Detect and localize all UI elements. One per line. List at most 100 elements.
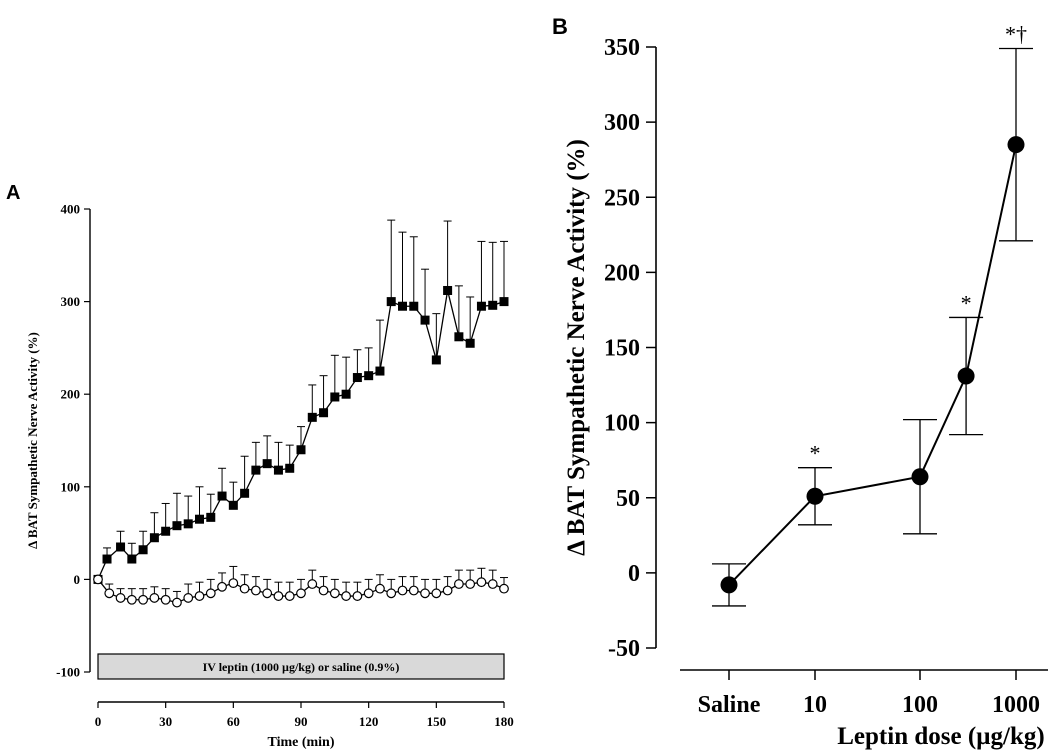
y-tick-label: 400 bbox=[61, 202, 81, 217]
data-point bbox=[296, 588, 306, 599]
x-tick-label: 10 bbox=[803, 692, 827, 718]
data-point bbox=[465, 338, 475, 348]
x-tick-label: 60 bbox=[227, 714, 240, 729]
treatment-bar-label: IV leptin (1000 µg/kg) or saline (0.9%) bbox=[203, 660, 400, 674]
data-point bbox=[431, 588, 442, 599]
y-tick-label: 200 bbox=[604, 260, 640, 286]
data-point bbox=[194, 591, 205, 601]
y-tick-label: 0 bbox=[628, 561, 640, 587]
panel-a-series bbox=[93, 219, 509, 608]
panel-b: B -50 0 50 100 150 200 250 300 350 Saline 10 100 10… bbox=[552, 14, 1048, 750]
data-point bbox=[102, 554, 112, 564]
data-point bbox=[364, 371, 374, 381]
y-tick-label: 300 bbox=[604, 110, 640, 136]
data-point bbox=[172, 521, 182, 531]
data-point bbox=[127, 554, 137, 564]
x-tick-label: 30 bbox=[159, 714, 172, 729]
data-point bbox=[443, 285, 453, 295]
data-point bbox=[352, 373, 362, 383]
data-point bbox=[341, 389, 351, 399]
y-tick-label: 50 bbox=[616, 486, 640, 512]
data-point bbox=[487, 579, 498, 589]
x-tick-label: 150 bbox=[427, 714, 447, 729]
data-point bbox=[104, 588, 115, 599]
data-point bbox=[217, 581, 227, 592]
data-point bbox=[172, 597, 182, 608]
data-point bbox=[240, 488, 250, 498]
data-point bbox=[420, 588, 430, 599]
data-point bbox=[284, 591, 295, 601]
x-tick-label: 120 bbox=[359, 714, 379, 729]
x-tick-label: 0 bbox=[95, 714, 102, 729]
significance-marker: * bbox=[810, 441, 821, 466]
data-point bbox=[307, 412, 317, 422]
data-point bbox=[138, 594, 149, 605]
data-point bbox=[228, 578, 239, 589]
data-point bbox=[285, 463, 295, 473]
panel-b-letter: B bbox=[552, 14, 568, 39]
data-point bbox=[465, 579, 476, 589]
panel-a-x-axis-label: Time (min) bbox=[267, 735, 334, 750]
data-point bbox=[397, 585, 408, 596]
panel-b-axes bbox=[655, 47, 1048, 671]
data-point bbox=[720, 576, 738, 594]
data-point bbox=[273, 465, 283, 475]
data-point bbox=[273, 591, 284, 601]
data-point bbox=[126, 594, 137, 605]
panel-a: A -100 0 100 200 300 400 0 30 60 90 120 150 180 IV … bbox=[6, 182, 514, 750]
saline-series bbox=[93, 565, 509, 608]
data-point bbox=[217, 491, 227, 501]
data-point bbox=[476, 301, 486, 311]
data-point bbox=[228, 500, 238, 510]
data-point bbox=[341, 591, 352, 601]
data-point bbox=[149, 533, 159, 543]
panel-b-x-axis-label: Leptin dose (µg/kg) bbox=[837, 723, 1044, 750]
data-point bbox=[116, 542, 126, 552]
data-point bbox=[250, 585, 261, 596]
panel-b-y-ticks: -50 0 50 100 150 200 250 300 350 bbox=[604, 35, 656, 662]
data-point bbox=[352, 591, 363, 601]
data-point bbox=[911, 468, 929, 486]
y-tick-label: 150 bbox=[604, 336, 640, 362]
y-tick-label: 100 bbox=[61, 479, 81, 494]
panel-b-y-axis-label: Δ BAT Sympathetic Nerve Activity (%) bbox=[563, 139, 590, 556]
significance-marker: *† bbox=[1005, 22, 1027, 47]
panel-b-series: * * *† bbox=[712, 22, 1033, 607]
leptin-series bbox=[93, 219, 509, 584]
data-point bbox=[115, 593, 126, 603]
y-tick-label: 300 bbox=[61, 294, 81, 309]
data-point bbox=[239, 583, 250, 594]
data-point bbox=[318, 585, 329, 596]
data-point bbox=[453, 579, 464, 589]
data-point bbox=[138, 545, 148, 555]
y-tick-label: 0 bbox=[74, 572, 81, 587]
x-tick-label: 100 bbox=[902, 692, 938, 718]
data-point bbox=[488, 300, 498, 310]
data-point bbox=[329, 588, 340, 599]
data-point bbox=[375, 366, 385, 376]
y-tick-label: 350 bbox=[604, 35, 640, 61]
y-tick-label: -50 bbox=[608, 636, 640, 662]
data-point bbox=[431, 355, 441, 365]
x-tick-label: 90 bbox=[295, 714, 308, 729]
data-point bbox=[205, 588, 216, 599]
y-tick-label: 200 bbox=[61, 387, 81, 402]
data-point bbox=[420, 315, 430, 325]
data-point bbox=[806, 487, 824, 505]
data-point bbox=[319, 408, 329, 418]
y-tick-label: -100 bbox=[56, 665, 80, 680]
data-point bbox=[408, 585, 419, 596]
panel-b-x-ticks: Saline 10 100 1000 bbox=[698, 670, 1040, 718]
significance-marker: * bbox=[961, 290, 972, 315]
y-tick-label: 250 bbox=[604, 185, 640, 211]
data-point bbox=[1007, 136, 1025, 154]
data-point bbox=[93, 574, 103, 585]
treatment-bar-rect bbox=[97, 653, 505, 680]
data-point bbox=[454, 332, 464, 342]
data-point bbox=[183, 519, 193, 529]
data-point bbox=[375, 583, 385, 594]
data-point bbox=[195, 514, 204, 524]
data-point bbox=[296, 445, 306, 455]
data-point bbox=[183, 593, 194, 603]
